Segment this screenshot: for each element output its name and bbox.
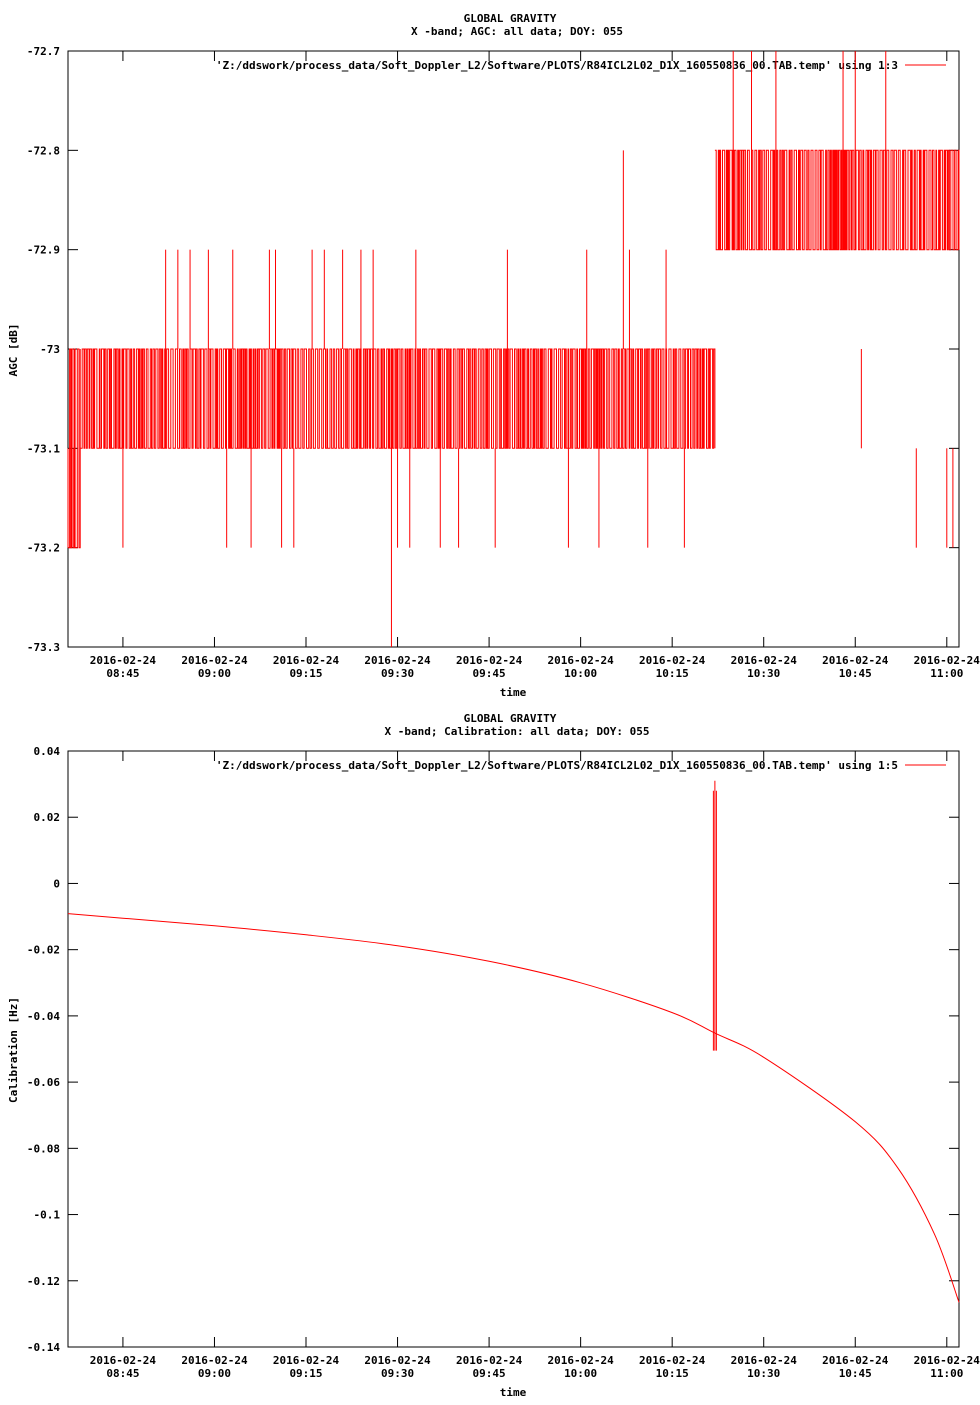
y-tick-label: -0.04 [27, 1010, 60, 1023]
y-tick-label: -72.8 [27, 144, 60, 157]
x-tick-time-label: 08:45 [106, 1367, 139, 1380]
x-tick-time-label: 10:45 [839, 667, 872, 680]
x-tick-time-label: 10:15 [656, 1367, 689, 1380]
x-tick-date-label: 2016-02-24 [822, 654, 889, 667]
x-tick-time-label: 10:15 [656, 667, 689, 680]
x-tick-date-label: 2016-02-24 [273, 654, 340, 667]
y-tick-label: -0.08 [27, 1142, 60, 1155]
x-tick-date-label: 2016-02-24 [822, 1354, 889, 1367]
x-tick-date-label: 2016-02-24 [456, 1354, 523, 1367]
y-tick-label: -73.2 [27, 542, 60, 555]
x-tick-date-label: 2016-02-24 [914, 1354, 980, 1367]
x-tick-date-label: 2016-02-24 [731, 654, 798, 667]
x-tick-date-label: 2016-02-24 [548, 1354, 615, 1367]
chart-subtitle: X -band; Calibration: all data; DOY: 055 [385, 725, 650, 738]
x-tick-date-label: 2016-02-24 [914, 654, 980, 667]
calibration-series-line [67, 913, 960, 1303]
chart-title: GLOBAL GRAVITY [464, 712, 557, 725]
x-tick-date-label: 2016-02-24 [90, 1354, 157, 1367]
y-tick-label: -0.06 [27, 1076, 60, 1089]
y-tick-label: -72.7 [27, 45, 60, 58]
chart-title: GLOBAL GRAVITY [464, 12, 557, 25]
x-tick-time-label: 09:00 [198, 667, 231, 680]
x-axis-label: time [500, 686, 527, 699]
x-tick-time-label: 10:30 [747, 1367, 780, 1380]
agc-plot: GLOBAL GRAVITY X -band; AGC: all data; D… [0, 0, 980, 700]
x-axis-label: time [500, 1386, 527, 1399]
y-tick-label: -0.02 [27, 944, 60, 957]
x-tick-time-label: 09:45 [473, 667, 506, 680]
x-tick-date-label: 2016-02-24 [181, 1354, 248, 1367]
y-tick-label: -73.3 [27, 641, 60, 654]
x-tick-date-label: 2016-02-24 [456, 654, 523, 667]
x-tick-date-label: 2016-02-24 [639, 1354, 706, 1367]
x-tick-time-label: 08:45 [106, 667, 139, 680]
y-tick-label: 0.04 [34, 745, 61, 758]
x-tick-time-label: 10:00 [564, 667, 597, 680]
x-tick-time-label: 09:30 [381, 1367, 414, 1380]
chart-subtitle: X -band; AGC: all data; DOY: 055 [411, 25, 623, 38]
y-tick-label: -73 [40, 343, 60, 356]
x-tick-time-label: 09:00 [198, 1367, 231, 1380]
x-tick-time-label: 11:00 [930, 667, 963, 680]
x-tick-time-label: 11:00 [930, 1367, 963, 1380]
x-tick-time-label: 10:00 [564, 1367, 597, 1380]
y-tick-label: 0 [53, 877, 60, 890]
x-tick-date-label: 2016-02-24 [639, 654, 706, 667]
y-tick-label: -0.1 [34, 1209, 61, 1222]
x-tick-date-label: 2016-02-24 [548, 654, 615, 667]
x-tick-date-label: 2016-02-24 [90, 654, 157, 667]
y-tick-label: 0.02 [34, 811, 61, 824]
x-tick-time-label: 09:15 [289, 1367, 322, 1380]
x-tick-time-label: 09:30 [381, 667, 414, 680]
y-axis-label: Calibration [Hz] [7, 997, 20, 1103]
x-tick-time-label: 10:30 [747, 667, 780, 680]
x-tick-time-label: 09:15 [289, 667, 322, 680]
y-tick-label: -72.9 [27, 244, 60, 257]
agc-chart-svg: GLOBAL GRAVITY X -band; AGC: all data; D… [7, 12, 980, 699]
calibration-plot: GLOBAL GRAVITY X -band; Calibration: all… [0, 700, 980, 1400]
x-tick-date-label: 2016-02-24 [731, 1354, 798, 1367]
calibration-chart-svg: GLOBAL GRAVITY X -band; Calibration: all… [7, 712, 980, 1399]
x-tick-date-label: 2016-02-24 [181, 654, 248, 667]
x-tick-date-label: 2016-02-24 [364, 654, 431, 667]
y-tick-label: -0.14 [27, 1341, 60, 1354]
x-tick-time-label: 09:45 [473, 1367, 506, 1380]
legend-text: 'Z:/ddswork/process_data/Soft_Doppler_L2… [216, 59, 898, 72]
y-tick-label: -73.1 [27, 442, 60, 455]
plot-border [67, 750, 960, 1348]
x-tick-date-label: 2016-02-24 [364, 1354, 431, 1367]
x-tick-date-label: 2016-02-24 [273, 1354, 340, 1367]
agc-series-line [68, 149, 960, 549]
x-tick-time-label: 10:45 [839, 1367, 872, 1380]
legend-text: 'Z:/ddswork/process_data/Soft_Doppler_L2… [216, 759, 898, 772]
y-tick-label: -0.12 [27, 1275, 60, 1288]
y-axis-label: AGC [dB] [7, 324, 20, 377]
